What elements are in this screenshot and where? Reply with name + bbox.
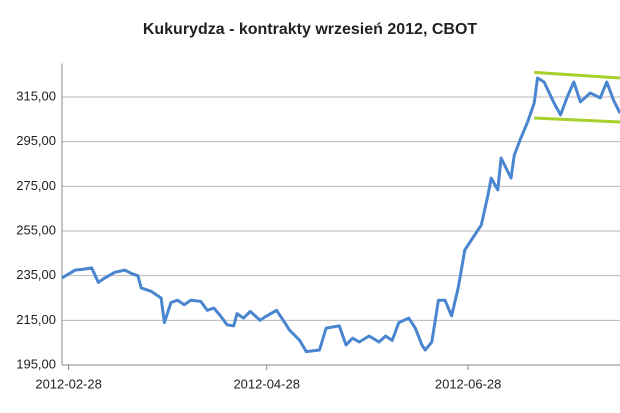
- chart-title: Kukurydza - kontrakty wrzesień 2012, CBO…: [143, 21, 478, 38]
- y-tick-label: 295,00: [16, 133, 56, 148]
- y-tick-label: 195,00: [16, 356, 56, 371]
- trend-line: [534, 70, 620, 80]
- y-tick-label: 315,00: [16, 88, 56, 103]
- y-tick-label: 235,00: [16, 267, 56, 282]
- y-tick-label: 215,00: [16, 312, 56, 327]
- trend-line: [534, 116, 620, 124]
- x-tick-label: 2012-06-28: [435, 376, 502, 391]
- x-tick-label: 2012-02-28: [35, 376, 102, 391]
- y-tick-label: 255,00: [16, 222, 56, 237]
- data-line: [61, 76, 620, 354]
- x-tick-label: 2012-04-28: [233, 376, 300, 391]
- y-tick-label: 275,00: [16, 178, 56, 193]
